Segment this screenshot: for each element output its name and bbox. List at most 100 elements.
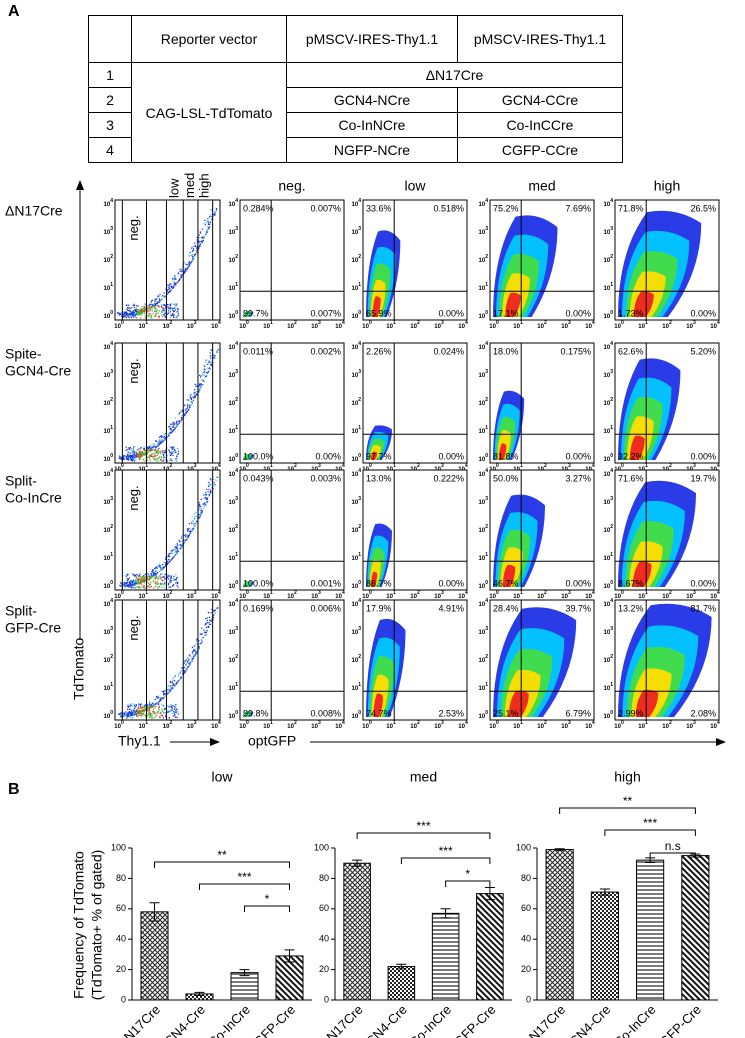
y-decade-label: 102 bbox=[229, 524, 239, 533]
event-dot bbox=[206, 617, 208, 619]
event-dot bbox=[204, 224, 206, 226]
event-dot bbox=[155, 452, 157, 454]
event-dot bbox=[150, 448, 152, 450]
decade-exponent: 0 bbox=[246, 463, 249, 469]
event-dot bbox=[169, 303, 172, 305]
event-dot bbox=[160, 582, 162, 584]
decade-base: 10 bbox=[479, 630, 486, 636]
event-dot bbox=[185, 408, 187, 410]
y-decade-label: 101 bbox=[479, 682, 489, 691]
event-dot bbox=[160, 434, 163, 437]
event-dot bbox=[152, 710, 154, 713]
event-dot bbox=[141, 704, 143, 706]
event-dot bbox=[166, 561, 169, 563]
event-dot bbox=[141, 584, 143, 586]
event-dot bbox=[127, 703, 129, 705]
event-dot bbox=[135, 581, 137, 583]
quadrant-percent: 0.024% bbox=[433, 346, 464, 356]
event-dot bbox=[134, 713, 136, 715]
event-dot bbox=[166, 691, 168, 693]
event-dot bbox=[174, 449, 176, 452]
quadrant-percent: 71.8% bbox=[618, 203, 644, 213]
y-decade-label: 103 bbox=[229, 226, 239, 235]
event-dot bbox=[153, 572, 155, 574]
event-dot bbox=[141, 580, 143, 582]
event-dot bbox=[179, 278, 181, 280]
event-dot bbox=[193, 395, 196, 398]
event-dot bbox=[160, 573, 162, 575]
decade-exponent: 2 bbox=[358, 254, 361, 260]
event-dot bbox=[198, 241, 200, 243]
decade-exponent: 1 bbox=[485, 682, 488, 688]
event-dot bbox=[139, 710, 141, 712]
event-dot bbox=[158, 703, 160, 705]
event-dot bbox=[206, 231, 208, 234]
decade-exponent: 3 bbox=[610, 369, 613, 375]
event-dot bbox=[130, 710, 133, 712]
event-dot bbox=[177, 713, 179, 715]
event-dot bbox=[138, 703, 140, 705]
event-dot bbox=[216, 350, 218, 352]
quadrant-percent: 0.011% bbox=[243, 346, 273, 356]
event-dot bbox=[193, 523, 195, 525]
event-dot bbox=[141, 713, 143, 715]
event-dot bbox=[132, 714, 134, 716]
event-dot bbox=[125, 586, 127, 588]
event-dot bbox=[213, 354, 215, 356]
event-dot bbox=[175, 710, 177, 712]
event-dot bbox=[172, 422, 175, 424]
decade-exponent: 1 bbox=[645, 590, 648, 596]
event-dot bbox=[142, 312, 144, 314]
event-dot bbox=[183, 262, 186, 264]
event-dot bbox=[171, 558, 173, 560]
event-dot bbox=[132, 717, 134, 719]
event-dot bbox=[175, 455, 178, 457]
event-dot bbox=[176, 550, 178, 552]
quadrant-percent: 81.7% bbox=[690, 603, 716, 613]
event-dot bbox=[139, 452, 141, 454]
significance-bracket bbox=[604, 829, 696, 836]
event-dot bbox=[201, 374, 203, 377]
event-dot bbox=[199, 389, 201, 391]
event-dot bbox=[185, 664, 187, 666]
event-dot bbox=[130, 585, 132, 587]
event-dot bbox=[138, 583, 140, 585]
decade-base: 10 bbox=[561, 324, 568, 330]
decade-base: 10 bbox=[604, 286, 611, 292]
event-dot bbox=[183, 661, 185, 663]
x-decade-label: 103 bbox=[686, 720, 696, 729]
event-dot bbox=[126, 312, 128, 315]
event-dot bbox=[158, 440, 160, 443]
event-dot bbox=[174, 549, 177, 551]
event-dot bbox=[126, 716, 128, 718]
event-dot bbox=[175, 425, 178, 428]
event-dot bbox=[205, 359, 207, 361]
x-tick-label: GCN4-Cre bbox=[356, 1002, 410, 1038]
event-dot bbox=[153, 704, 155, 706]
event-dot bbox=[151, 706, 153, 708]
decade-exponent: 3 bbox=[318, 590, 321, 596]
y-decade-label: 103 bbox=[604, 626, 614, 635]
quadrant-percent: 0.00% bbox=[438, 451, 464, 461]
event-dot bbox=[192, 526, 195, 528]
event-dot bbox=[143, 586, 145, 588]
quadrant-percent: 2.53% bbox=[438, 708, 464, 718]
event-dot bbox=[200, 513, 202, 515]
event-dot bbox=[168, 449, 170, 451]
decade-exponent: 2 bbox=[485, 254, 488, 260]
event-dot bbox=[155, 577, 157, 579]
event-dot bbox=[159, 699, 162, 701]
decade-exponent: 2 bbox=[169, 463, 172, 469]
decade-base: 10 bbox=[585, 594, 592, 600]
x-decade-label: 100 bbox=[239, 590, 249, 599]
event-dot bbox=[184, 405, 186, 407]
event-dot bbox=[201, 639, 203, 641]
event-dot bbox=[184, 534, 186, 537]
decade-base: 10 bbox=[479, 528, 486, 534]
event-dot bbox=[189, 262, 191, 264]
event-dot bbox=[176, 308, 179, 310]
event-dot bbox=[210, 215, 212, 218]
event-dot bbox=[154, 458, 156, 461]
event-dot bbox=[143, 306, 145, 309]
y-decade-label: 102 bbox=[479, 654, 489, 663]
